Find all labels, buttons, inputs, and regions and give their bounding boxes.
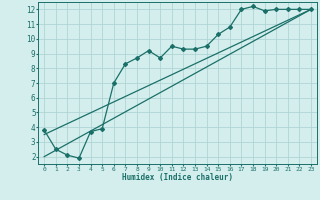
X-axis label: Humidex (Indice chaleur): Humidex (Indice chaleur) <box>122 173 233 182</box>
